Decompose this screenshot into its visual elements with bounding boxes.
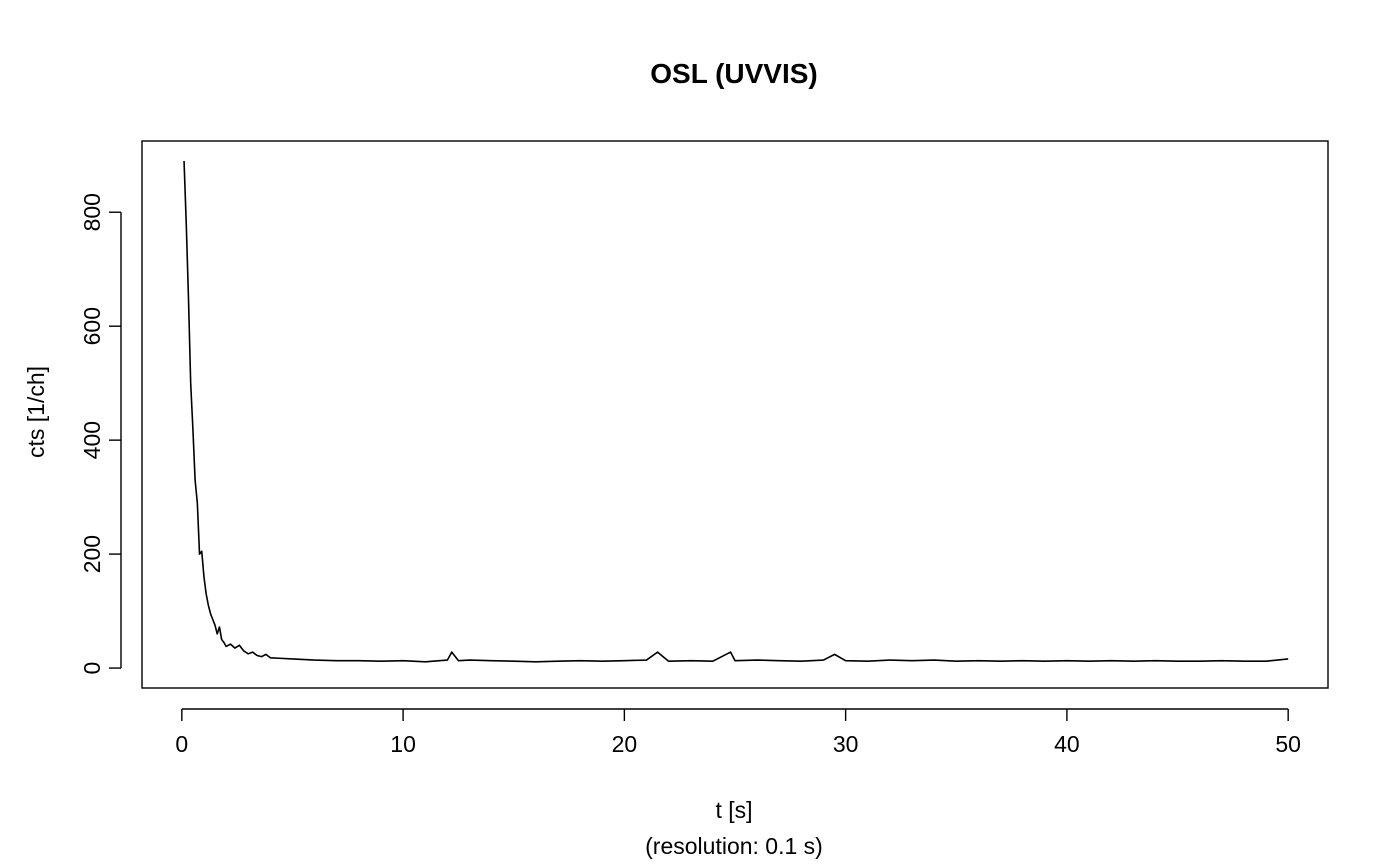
plot-box (141, 140, 1329, 689)
x-tick-label: 0 (175, 731, 188, 757)
chart-title: OSL (UVVIS) (650, 58, 818, 89)
x-axis-label: t [s] (715, 797, 752, 823)
x-axis: 0 10 20 30 40 50 (175, 708, 1301, 757)
x-tick-label: 20 (612, 731, 638, 757)
y-tick-label: 0 (79, 662, 105, 675)
x-tick-label: 50 (1275, 731, 1301, 757)
y-tick-label: 200 (79, 535, 105, 573)
x-tick-label: 40 (1054, 731, 1080, 757)
series-layer (183, 160, 1289, 663)
y-axis-label: cts [1/ch] (23, 366, 49, 458)
y-tick-label: 400 (79, 421, 105, 459)
y-axis: 0 200 400 600 800 (79, 193, 122, 675)
x-tick-label: 10 (390, 731, 416, 757)
x-tick-label: 30 (833, 731, 859, 757)
series-line-0 (183, 160, 1289, 663)
x-axis-sublabel: (resolution: 0.1 s) (645, 833, 823, 859)
y-tick-label: 600 (79, 307, 105, 345)
y-tick-label: 800 (79, 193, 105, 231)
